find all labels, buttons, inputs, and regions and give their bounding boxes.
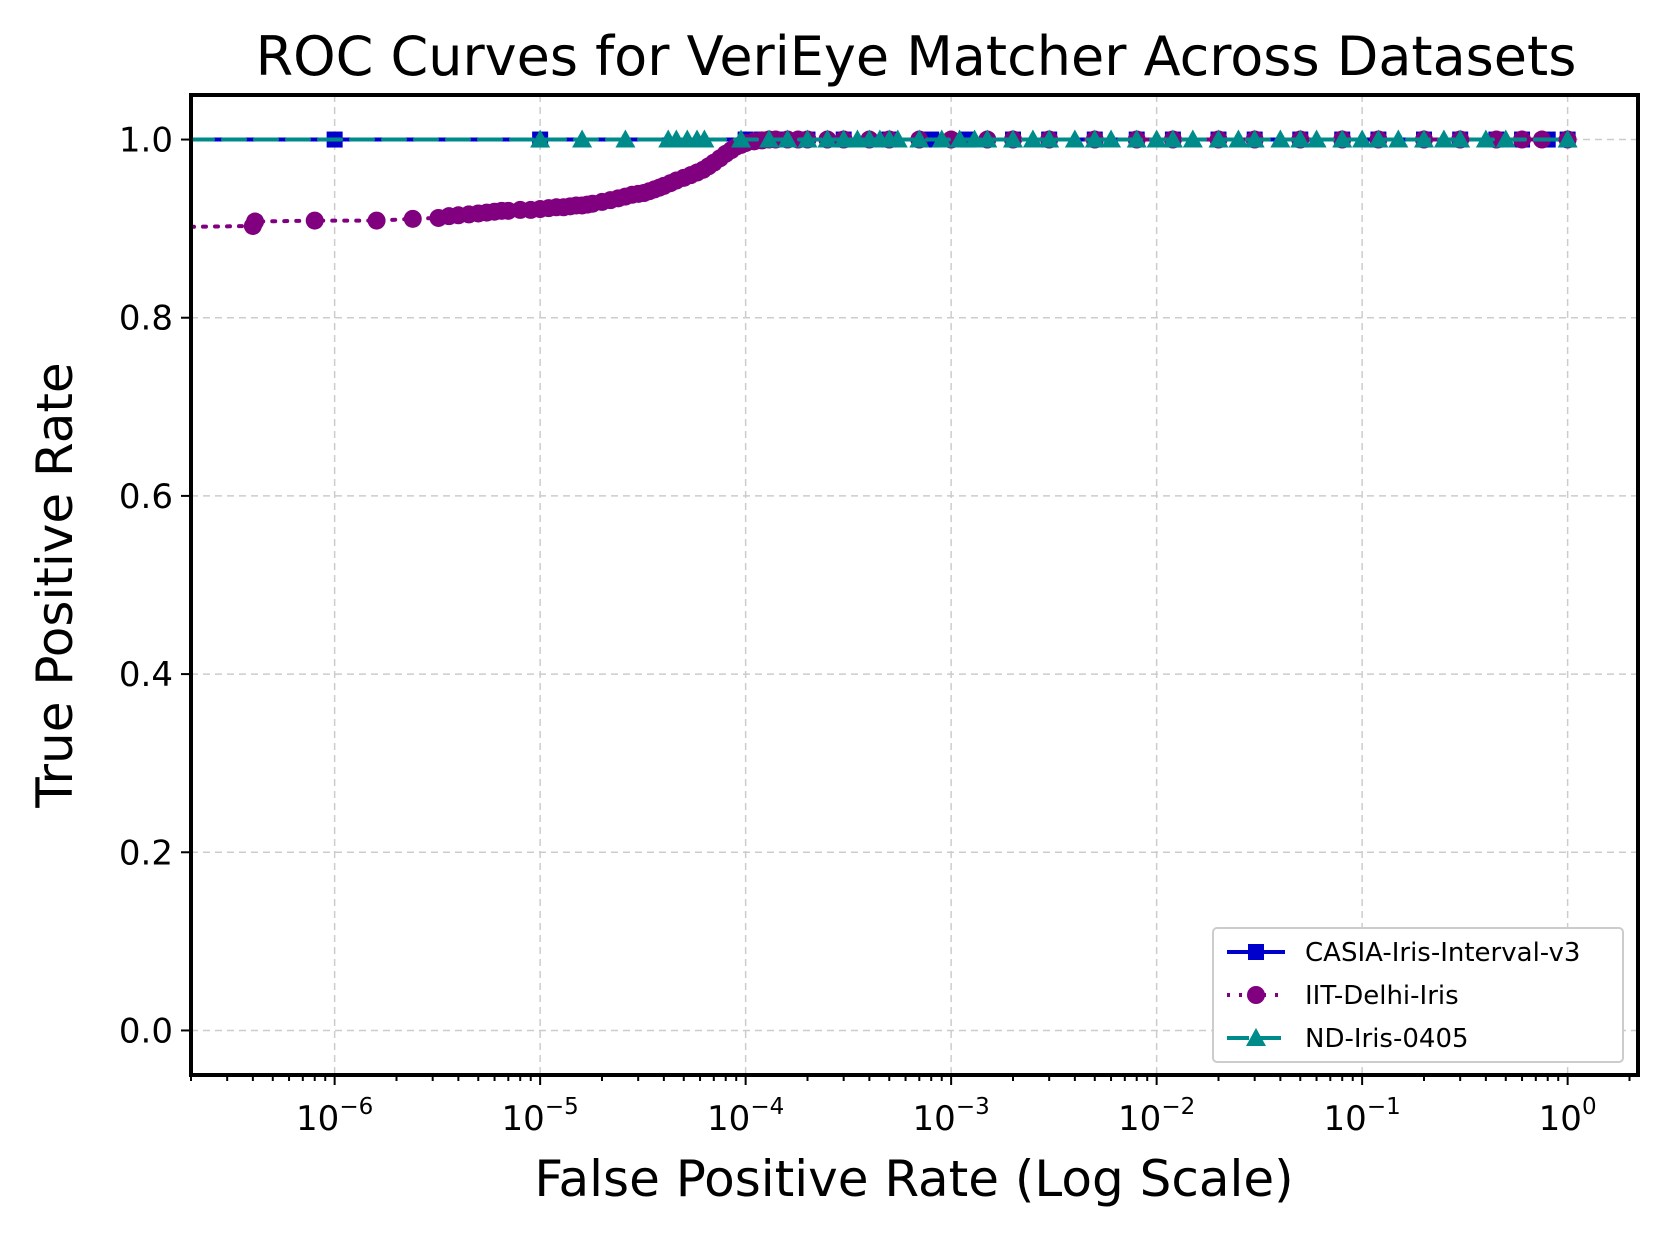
x-tick-exponent: −4 [750, 1094, 784, 1120]
y-tick-label: 0.6 [119, 477, 173, 517]
data-point [833, 129, 854, 148]
y-tick-label: 0.2 [119, 833, 173, 873]
data-point [367, 211, 386, 230]
data-point [1433, 129, 1454, 148]
data-point [909, 129, 930, 148]
data-point [797, 129, 818, 148]
data-point [572, 129, 593, 148]
x-tick-label: 10−2 [1118, 1094, 1195, 1139]
data-point [1495, 129, 1516, 148]
data-point [759, 129, 780, 148]
legend: CASIA-Iris-Interval-v3 IIT-Delhi-Iris ND-I… [1212, 927, 1624, 1063]
data-point [1332, 129, 1353, 148]
plot-frame [189, 93, 1640, 1077]
series-triangle [189, 129, 1578, 148]
data-point [1084, 129, 1105, 148]
data-point [964, 129, 985, 148]
x-tick-exponent: −1 [1367, 1094, 1401, 1120]
data-point [1368, 129, 1389, 148]
data-point [1126, 129, 1147, 148]
data-point [1022, 129, 1043, 148]
data-point [977, 129, 998, 148]
data-point [1270, 129, 1291, 148]
x-tick-base: 10 [296, 1099, 339, 1139]
x-tick-exponent: −2 [1161, 1094, 1195, 1120]
tick-layer: 10−6 10−5 10−4 10−3 10−2 10−1 1000.00.20.40.60… [119, 121, 1631, 1139]
data-point [1413, 129, 1434, 148]
data-point [694, 129, 715, 148]
data-point [1228, 129, 1249, 148]
x-tick-exponent: 0 [1582, 1094, 1597, 1120]
x-tick-base: 10 [1539, 1099, 1582, 1139]
series-layer [189, 129, 1578, 235]
data-point [1388, 129, 1409, 148]
data-point [1101, 129, 1122, 148]
data-point [1244, 129, 1265, 148]
y-tick-label: 0.0 [119, 1011, 173, 1051]
y-tick-label: 0.8 [119, 299, 173, 339]
x-tick-base: 10 [913, 1099, 956, 1139]
data-point [931, 129, 952, 148]
x-tick-label: 100 [1539, 1094, 1597, 1139]
data-point [817, 129, 838, 148]
data-point [1146, 129, 1167, 148]
legend-label: ND-Iris-0405 [1305, 1024, 1469, 1054]
data-point [1352, 129, 1373, 148]
legend-marker [1246, 1028, 1266, 1046]
data-point [949, 129, 970, 148]
x-tick-base: 10 [1118, 1099, 1161, 1139]
data-point [731, 129, 752, 148]
data-point [246, 212, 265, 231]
x-axis-label: False Positive Rate (Log Scale) [534, 1150, 1293, 1208]
data-point [1182, 129, 1203, 148]
data-point [777, 129, 798, 148]
data-point [1162, 129, 1183, 148]
x-tick-label: 10−3 [913, 1094, 990, 1139]
legend-label: IIT-Delhi-Iris [1305, 981, 1459, 1011]
x-tick-label: 10−4 [707, 1094, 784, 1139]
data-point [887, 129, 908, 148]
data-point [1450, 129, 1471, 148]
y-axis-label: True Positive Rate [26, 362, 84, 808]
x-tick-base: 10 [502, 1099, 545, 1139]
data-point [1475, 129, 1496, 148]
legend-label: CASIA-Iris-Interval-v3 [1305, 938, 1580, 968]
x-tick-label: 10−1 [1324, 1094, 1401, 1139]
data-point [305, 211, 324, 230]
chart-title: ROC Curves for VeriEye Matcher Across Da… [256, 25, 1577, 88]
x-tick-exponent: −5 [545, 1094, 579, 1120]
data-point [1290, 129, 1311, 148]
x-tick-label: 10−5 [502, 1094, 579, 1139]
legend-box [1212, 927, 1624, 1063]
data-point [530, 129, 551, 148]
x-tick-exponent: −3 [956, 1094, 990, 1120]
data-point [1557, 129, 1578, 148]
data-point [1039, 129, 1060, 148]
x-tick-label: 10−6 [296, 1094, 373, 1139]
data-point [1002, 129, 1023, 148]
y-tick-label: 0.4 [119, 655, 173, 695]
data-point [1208, 129, 1229, 148]
legend-marker [1248, 944, 1264, 960]
y-tick-label: 1.0 [119, 121, 173, 161]
x-tick-base: 10 [707, 1099, 750, 1139]
x-tick-base: 10 [1324, 1099, 1367, 1139]
data-point [1306, 129, 1327, 148]
data-point [403, 209, 422, 228]
data-point [615, 129, 636, 148]
x-tick-exponent: −6 [339, 1094, 373, 1120]
data-point [1064, 129, 1085, 148]
legend-marker [1247, 986, 1265, 1004]
